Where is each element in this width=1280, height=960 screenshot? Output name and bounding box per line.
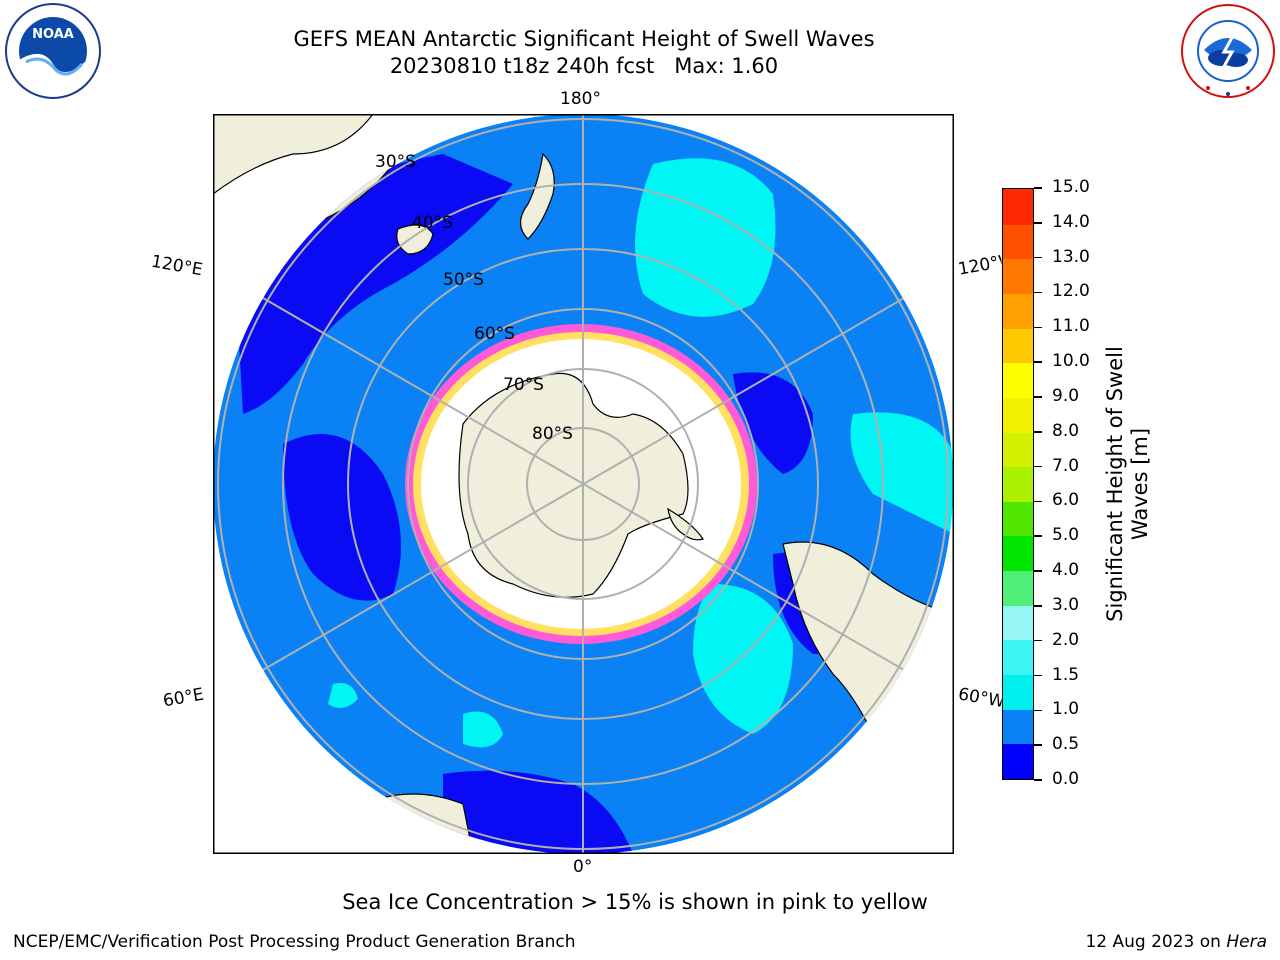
lon-label-120e: 120°E — [149, 251, 205, 281]
corner-land — [213, 114, 374, 195]
lon-label-0: 0° — [573, 857, 593, 877]
colorbar-tick-mark — [1034, 222, 1042, 224]
colorbar-tick-label: 4.0 — [1052, 560, 1080, 581]
colorbar-tick-label: 5.0 — [1052, 525, 1080, 546]
colorbar-tick-mark — [1034, 779, 1042, 781]
swell-high-region — [328, 683, 358, 708]
lat-label-50s: 50°S — [443, 270, 484, 290]
noaa-logo-text: NOAA — [32, 27, 74, 42]
colorbar-segment — [1003, 431, 1033, 468]
lat-label-40s: 40°S — [412, 213, 453, 233]
antarctic-peninsula — [667, 507, 704, 541]
colorbar-tick-label: 2.0 — [1052, 629, 1080, 650]
colorbar-segment — [1003, 328, 1033, 364]
colorbar-tick-mark — [1034, 256, 1042, 259]
colorbar-tick-label: 15.0 — [1052, 177, 1090, 197]
swell-high-region — [850, 412, 953, 534]
colorbar-tick-mark — [1034, 326, 1042, 329]
swell-high-region — [463, 711, 503, 748]
colorbar-tick-mark — [1034, 500, 1042, 503]
swell-low-region — [283, 434, 401, 601]
swell-high-region — [693, 584, 793, 734]
colorbar-tick-label: 8.0 — [1052, 420, 1080, 441]
colorbar-segment — [1003, 743, 1033, 779]
colorbar-segment — [1003, 535, 1033, 572]
colorbar-segment — [1003, 189, 1033, 225]
colorbar-tick-label: 14.0 — [1052, 211, 1090, 232]
date-host: Hera — [1226, 932, 1267, 952]
date-text: 12 Aug 2023 on — [1085, 932, 1227, 952]
colorbar-segment — [1003, 639, 1033, 676]
colorbar-tick-label: 12.0 — [1052, 281, 1090, 302]
colorbar-segment — [1003, 674, 1033, 710]
colorbar-tick-mark — [1034, 535, 1042, 537]
swell-low-region — [443, 770, 633, 854]
colorbar-tick-label: 0.5 — [1052, 734, 1080, 755]
colorbar-tick-mark — [1034, 465, 1042, 468]
graticule — [213, 114, 953, 854]
lon-label-180: 180° — [560, 89, 601, 109]
colorbar-tick-label: 6.0 — [1052, 490, 1080, 511]
colorbar-tick-mark — [1034, 187, 1042, 189]
colorbar-segment — [1003, 362, 1033, 398]
colorbar-tick-mark — [1034, 744, 1042, 746]
lat-label-80s: 80°S — [532, 424, 573, 444]
colorbar-segment — [1003, 501, 1033, 537]
lon-label-60e: 60°E — [161, 684, 206, 712]
colorbar-segment — [1003, 570, 1033, 606]
colorbar-tick-mark — [1034, 291, 1042, 294]
colorbar-tick-mark — [1034, 605, 1042, 607]
lat-label-30s: 30°S — [375, 152, 416, 172]
plot-subtitle: 20230810 t18z 240h fcst Max: 1.60 — [389, 54, 779, 78]
colorbar-tick-label: 7.0 — [1052, 455, 1080, 476]
colorbar-tick-label: 1.0 — [1052, 699, 1080, 720]
colorbar-segment — [1003, 258, 1033, 294]
colorbar-segment — [1003, 709, 1033, 745]
noaa-logo: NOAA — [5, 3, 101, 99]
colorbar-segment — [1003, 224, 1033, 260]
colorbar-segment — [1003, 293, 1033, 329]
sea-ice-footnote: Sea Ice Concentration > 15% is shown in … — [342, 890, 928, 914]
colorbar-segment — [1003, 605, 1033, 641]
colorbar-tick-label: 9.0 — [1052, 385, 1080, 406]
lat-label-70s: 70°S — [503, 375, 544, 395]
colorbar-segment — [1003, 397, 1033, 433]
colorbar-tick-mark — [1034, 361, 1042, 363]
lat-label-60s: 60°S — [474, 324, 515, 344]
colorbar-tick-label: 13.0 — [1052, 246, 1090, 267]
colorbar-label: Significant Height of Swell Waves [m] — [1103, 346, 1152, 622]
colorbar — [1002, 188, 1034, 780]
colorbar-tick-mark — [1034, 674, 1042, 677]
new-zealand-land — [519, 152, 555, 240]
nws-logo — [1181, 4, 1275, 98]
credit-line: NCEP/EMC/Verification Post Processing Pr… — [13, 932, 576, 952]
colorbar-tick-label: 3.0 — [1052, 594, 1080, 615]
tasmania-land — [396, 224, 434, 255]
lon-label-60w: 60°W — [956, 684, 1004, 712]
swell-low-region — [733, 372, 813, 474]
polar-map — [213, 114, 954, 854]
colorbar-tick-label: 11.0 — [1052, 316, 1090, 337]
colorbar-tick-mark — [1034, 396, 1042, 398]
colorbar-tick-label: 0.0 — [1052, 769, 1080, 789]
colorbar-tick-mark — [1034, 570, 1042, 572]
colorbar-tick-label: 1.5 — [1052, 664, 1080, 685]
lon-label-120w: 120°W — [956, 252, 1004, 280]
plot-title: GEFS MEAN Antarctic Significant Height o… — [293, 27, 875, 51]
colorbar-tick-label: 10.0 — [1052, 351, 1090, 372]
colorbar-tick-mark — [1034, 639, 1042, 642]
colorbar-tick-mark — [1034, 431, 1042, 433]
date-line: 12 Aug 2023 on Hera — [1085, 932, 1267, 952]
colorbar-tick-mark — [1034, 709, 1042, 712]
colorbar-segment — [1003, 466, 1033, 502]
